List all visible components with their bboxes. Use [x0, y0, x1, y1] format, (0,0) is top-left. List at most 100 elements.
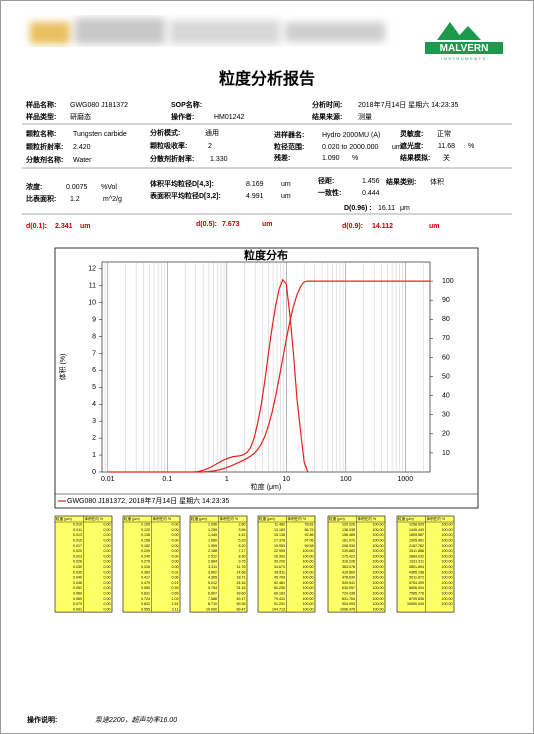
y-tick-label: 0	[92, 469, 96, 476]
table-cell: 1905.461	[409, 539, 424, 543]
table-cell: 100.00	[442, 565, 453, 569]
table-cell: 97.06	[305, 539, 314, 543]
table-cell: 3.311	[208, 565, 217, 569]
table-cell: 18.71	[237, 576, 246, 580]
table-cell: 100.00	[442, 523, 453, 527]
table-header: 体积在内 %	[85, 516, 104, 521]
table-cell: 478.630	[342, 576, 355, 580]
table-cell: 1659.587	[409, 533, 424, 537]
table-cell: 1096.478	[340, 607, 355, 611]
y-tick-label: 10	[88, 299, 96, 306]
table-cell: 100.00	[373, 576, 384, 580]
table-cell: 7585.776	[409, 592, 424, 596]
table-cell: 0.052	[73, 586, 82, 590]
table-cell: 79.433	[274, 597, 285, 601]
table-cell: 0.65	[172, 592, 179, 596]
field-label: 结果类别:	[385, 177, 416, 186]
table-cell: 100.00	[373, 586, 384, 590]
logo: MALVERN INSTRUMENTS	[425, 22, 503, 61]
field-unit: μm	[400, 205, 410, 212]
y-tick-label: 1	[92, 452, 96, 459]
table-cell: 181.970	[342, 539, 355, 543]
table-cell: 104.713	[272, 607, 285, 611]
table-cell: 120.226	[342, 523, 355, 527]
table-cell: 100.00	[442, 544, 453, 548]
table-cell: 39.60	[237, 592, 246, 596]
field-value: 8.169	[246, 181, 264, 188]
table-cell: 0.158	[141, 539, 150, 543]
table-header: 粒度 (μm)	[398, 516, 414, 521]
field-label: 样品类型:	[26, 112, 56, 121]
y2-tick-label: 80	[442, 316, 450, 323]
table-cell: 69.183	[274, 592, 285, 596]
table-cell: 4.42	[239, 533, 246, 537]
table-cell: 31.16	[237, 586, 246, 590]
field-label: 操作者:	[171, 112, 194, 121]
field-label: 分析模式:	[150, 128, 180, 137]
field-value: 2.341	[55, 223, 73, 230]
table-header: 粒度 (μm)	[191, 516, 207, 521]
x-tick-label: 100	[340, 476, 352, 483]
field-value: 1.330	[210, 156, 228, 163]
table-cell: 549.541	[342, 581, 355, 585]
field-label: 结果模拟:	[399, 153, 430, 162]
table-cell: 69.47	[237, 607, 246, 611]
table-cell: 0.079	[73, 602, 82, 606]
table-cell: 8.710	[208, 602, 217, 606]
table-cell: 0.060	[73, 592, 82, 596]
table-cell: 100.00	[373, 554, 384, 558]
table-cell: 100.00	[442, 581, 453, 585]
y2-tick-label: 70	[442, 335, 450, 342]
y2-tick-label: 10	[442, 450, 450, 457]
table-cell: 0.00	[172, 554, 179, 558]
table-cell: 0.00	[172, 528, 179, 532]
field-label: 样品名称:	[26, 100, 56, 109]
table-cell: 3801.894	[409, 565, 424, 569]
table-cell: 100.00	[442, 602, 453, 606]
table-cell: 14.68	[237, 570, 246, 574]
table-cell: 100.00	[442, 549, 453, 553]
table-cell: 11.76	[237, 565, 246, 569]
table-header: 体积在内 %	[427, 516, 446, 521]
field-value: 14.112	[372, 223, 393, 230]
field-label: d(0.9):	[342, 223, 363, 230]
table-cell: 91.201	[274, 602, 285, 606]
table-cell: 13.183	[274, 528, 285, 532]
table-header: 体积在内 %	[153, 516, 172, 521]
table-cell: 0.00	[104, 539, 111, 543]
field-label: 分散剂折射率:	[150, 154, 194, 163]
table-cell: 7.586	[208, 597, 217, 601]
table-cell: 100.00	[442, 597, 453, 601]
table-cell: 0.017	[73, 544, 82, 548]
table-cell: 0.00	[104, 549, 111, 553]
table-cell: 100.00	[373, 528, 384, 532]
field-value: 测量	[358, 113, 372, 121]
table-cell: 0.120	[141, 528, 150, 532]
table-cell: 0.00	[172, 565, 179, 569]
field-value: 0.0075	[66, 184, 88, 191]
field-unit: %Vol	[101, 184, 117, 191]
table-cell: 34.674	[274, 565, 285, 569]
table-cell: 100.00	[373, 539, 384, 543]
table-cell: 0.00	[104, 523, 111, 527]
field-unit: um	[392, 144, 402, 151]
table-cell: 0.026	[73, 560, 82, 564]
table-cell: 0.015	[73, 539, 82, 543]
x-tick-label: 0.1	[162, 476, 172, 483]
table-cell: 0.631	[141, 592, 150, 596]
table-cell: 0.069	[73, 597, 82, 601]
field-value: 体积	[430, 177, 444, 186]
table-cell: 5.012	[208, 581, 217, 585]
logo-sub: INSTRUMENTS	[441, 56, 486, 61]
field-label: 比表面积:	[26, 194, 56, 203]
field-value: 11.68	[438, 143, 455, 150]
blurred-header	[30, 18, 385, 44]
field-label: 分散剂名称:	[26, 155, 63, 164]
table-cell: 0.00	[104, 581, 111, 585]
table-cell: 416.869	[342, 570, 355, 574]
table-cell: 45.709	[274, 576, 285, 580]
table-cell: 11.482	[274, 523, 285, 527]
table-cell: 1.259	[208, 528, 217, 532]
table-cell: 0.00	[104, 576, 111, 580]
